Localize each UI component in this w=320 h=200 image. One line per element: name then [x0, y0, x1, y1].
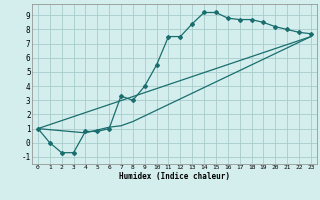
X-axis label: Humidex (Indice chaleur): Humidex (Indice chaleur)	[119, 172, 230, 181]
